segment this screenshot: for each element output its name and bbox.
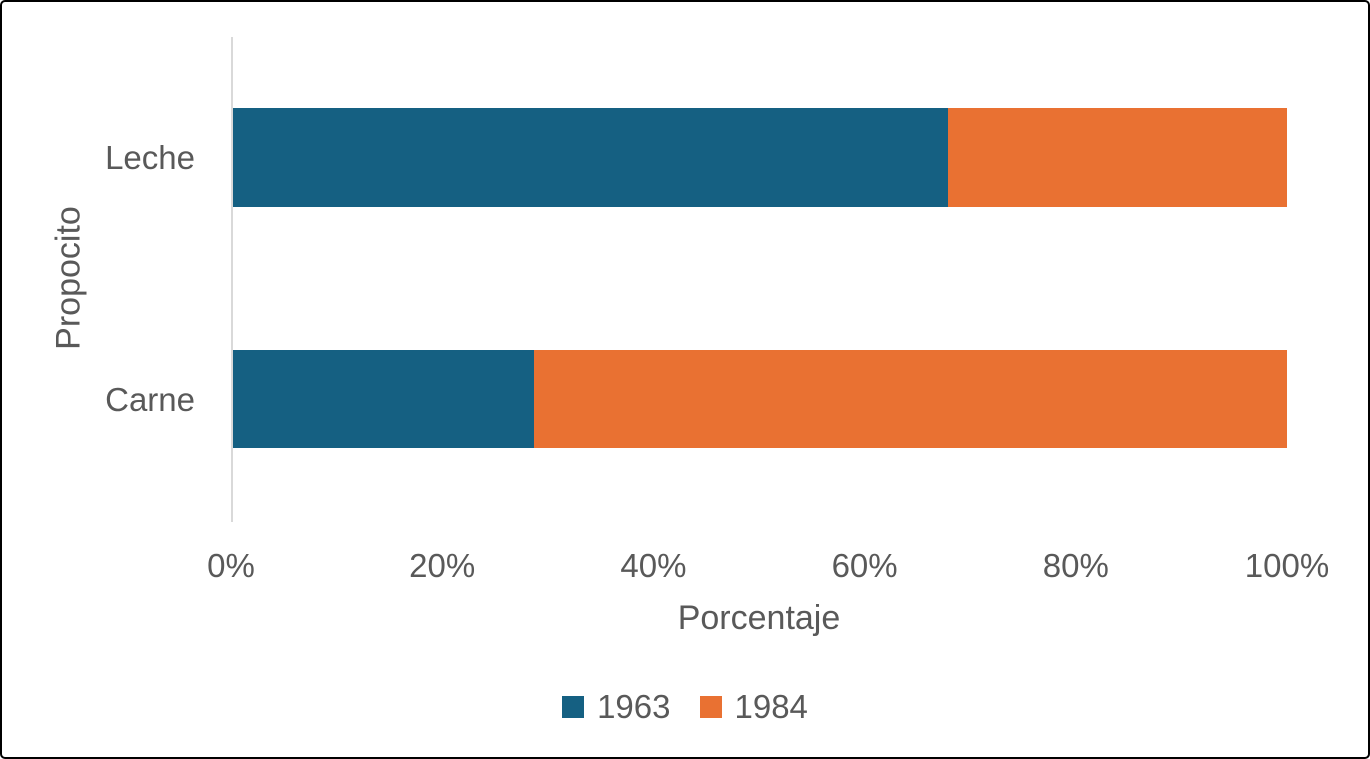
x-tick-label: 40% bbox=[620, 547, 687, 584]
x-tick-label: 20% bbox=[409, 547, 476, 584]
x-tick-label: 80% bbox=[1042, 547, 1109, 584]
x-axis-title: Porcentaje bbox=[677, 599, 841, 637]
x-axis-ticks: 0% 20% 40% 60% 80% 100% bbox=[207, 547, 1329, 588]
bar-carne-segment-1963 bbox=[233, 350, 535, 448]
legend-label-1963: 1963 bbox=[597, 688, 671, 725]
bar-carne-segment-1984 bbox=[534, 350, 1287, 448]
legend-item-1984: 1984 bbox=[699, 688, 808, 725]
x-tick-label: 100% bbox=[1244, 547, 1330, 584]
legend: 1963 1984 bbox=[2, 690, 1368, 724]
y-axis-title: Propocito bbox=[49, 206, 88, 350]
category-label-leche: Leche bbox=[105, 139, 195, 176]
x-tick-label: 60% bbox=[831, 547, 898, 584]
bar-leche bbox=[233, 108, 1287, 207]
bar-carne bbox=[233, 350, 1287, 448]
category-label-carne: Carne bbox=[105, 381, 195, 418]
legend-swatch-1984 bbox=[699, 696, 722, 718]
bar-leche-segment-1984 bbox=[947, 108, 1287, 207]
y-axis-line bbox=[231, 37, 233, 522]
legend-label-1984: 1984 bbox=[734, 688, 808, 725]
legend-swatch-1963 bbox=[562, 696, 585, 718]
bar-leche-segment-1963 bbox=[233, 108, 948, 207]
legend-item-1963: 1963 bbox=[562, 688, 671, 725]
x-tick-label: 0% bbox=[207, 547, 255, 584]
